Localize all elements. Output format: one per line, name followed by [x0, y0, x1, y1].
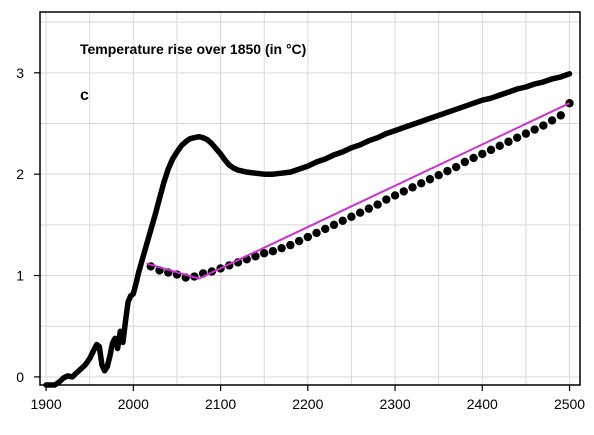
- series-point: [556, 111, 566, 120]
- series-point: [469, 153, 478, 163]
- series-line-2: [146, 102, 570, 280]
- series-point: [495, 141, 504, 150]
- series-point: [338, 216, 347, 225]
- chart-title: Temperature rise over 1850 (in °C): [80, 41, 306, 57]
- series-point: [382, 195, 391, 204]
- y-tick-label: 2: [16, 166, 24, 182]
- series-point: [478, 149, 487, 159]
- series-point: [460, 157, 470, 167]
- y-tick-label: 1: [16, 268, 24, 284]
- series-point: [451, 162, 461, 172]
- series-point: [408, 183, 417, 192]
- x-tick-label: 2100: [205, 396, 236, 412]
- series-layer: [43, 71, 574, 388]
- grid: [40, 12, 580, 385]
- series-point: [512, 133, 522, 142]
- series-point: [277, 243, 286, 253]
- series-point: [434, 170, 443, 180]
- series-point: [565, 99, 574, 108]
- y-tick-label: 0: [16, 369, 24, 385]
- x-tick-label: 2300: [379, 396, 410, 412]
- series-point: [530, 125, 539, 134]
- series-point: [347, 212, 356, 221]
- series-point: [425, 175, 435, 184]
- series-point: [539, 121, 548, 130]
- series-point: [373, 200, 382, 209]
- series-point: [321, 224, 330, 234]
- series-point: [251, 252, 260, 261]
- x-tick-label: 2200: [292, 396, 323, 412]
- plot-frame: [39, 11, 581, 386]
- series-point: [399, 187, 408, 196]
- series-point: [268, 247, 278, 256]
- series-point: [294, 236, 304, 246]
- series-line-0: [43, 71, 573, 388]
- series-point: [303, 232, 313, 242]
- series-point: [355, 208, 365, 217]
- series-point: [390, 191, 400, 200]
- series-point: [504, 137, 513, 146]
- panel-label: c: [80, 87, 89, 104]
- x-tick-label: 2500: [554, 396, 585, 412]
- x-tick-label: 1900: [31, 396, 62, 412]
- series-point: [521, 129, 531, 138]
- series-point: [329, 220, 339, 230]
- x-tick-label: 2000: [118, 396, 149, 412]
- series-point: [286, 240, 295, 250]
- series-point: [547, 116, 557, 125]
- axes: 1900 2000 2100 2200 2300 2400 2500 0 1 2 3: [16, 11, 585, 412]
- series-point: [486, 145, 496, 155]
- series-point: [260, 249, 269, 258]
- series-point: [417, 179, 426, 188]
- series-point: [364, 204, 374, 213]
- y-tick-label: 3: [16, 65, 24, 81]
- series-point: [312, 228, 321, 238]
- x-tick-label: 2400: [467, 396, 498, 412]
- series-point: [443, 166, 452, 176]
